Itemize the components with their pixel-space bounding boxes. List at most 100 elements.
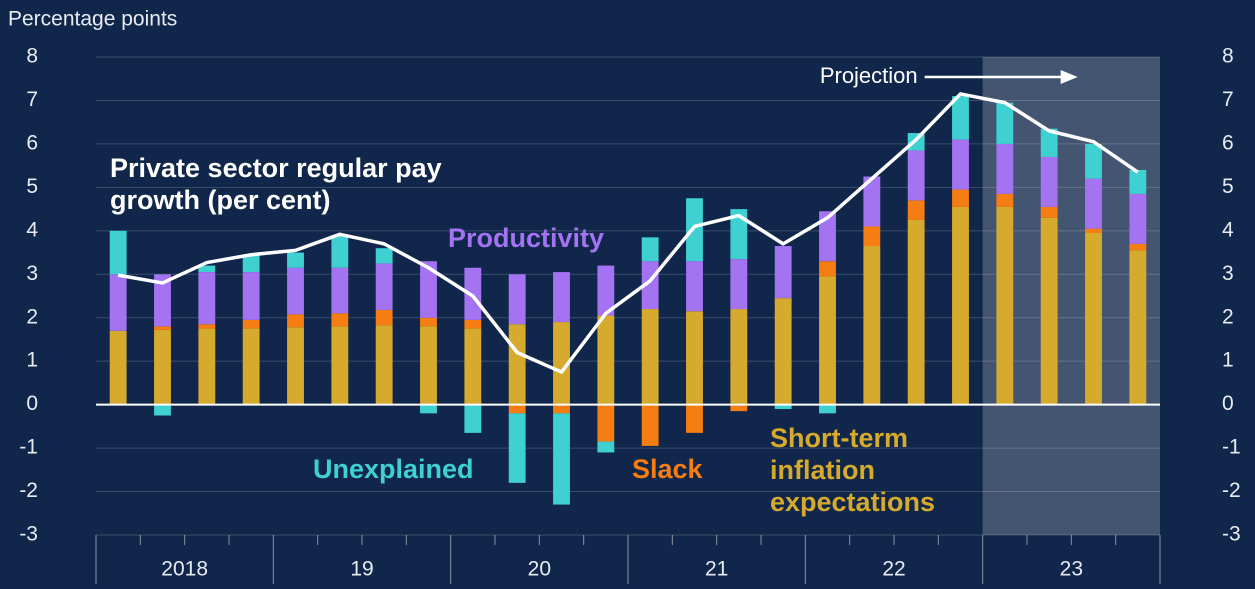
x-tick-label: 2018: [161, 558, 208, 581]
y-tick-label: 1: [26, 349, 38, 372]
bar-segment: [686, 404, 703, 433]
bar-segment: [508, 274, 526, 325]
bar-segment: [287, 314, 304, 328]
bar-segment: [331, 267, 349, 314]
y2-tick-label: 2: [1222, 305, 1234, 328]
y2-tick-label: 6: [1222, 131, 1234, 154]
y2-tick-label: 7: [1222, 88, 1234, 111]
y2-tick-label: 8: [1222, 45, 1234, 68]
bar-segment: [287, 327, 304, 405]
bar-segment: [730, 309, 748, 405]
bar-segment: [1129, 169, 1147, 194]
bar-segment: [996, 102, 1014, 144]
bar-segment: [907, 200, 925, 220]
bar-segment: [553, 413, 570, 505]
bar-segment: [597, 265, 615, 316]
bar-segment: [420, 261, 437, 318]
bar-segment: [109, 330, 127, 405]
bar-segment: [1040, 217, 1058, 405]
bar-segment: [597, 404, 615, 442]
y2-tick-label: 1: [1222, 349, 1234, 372]
bar-segment: [420, 317, 437, 327]
y-tick-label: 6: [26, 131, 38, 154]
x-tick-label: 19: [350, 558, 373, 581]
bar-segment: [375, 309, 393, 326]
bar-segment: [109, 274, 127, 331]
bar-segment: [1085, 232, 1102, 405]
y-tick-label: -3: [19, 523, 38, 546]
y2-tick-label: -1: [1222, 436, 1241, 459]
y-tick-label: 5: [26, 175, 38, 198]
bar-segment: [508, 324, 526, 405]
bar-segment: [774, 246, 792, 299]
bar-segment: [1040, 128, 1058, 157]
bar-segment: [686, 198, 703, 262]
bar-segment: [331, 313, 349, 327]
bar-segment: [952, 206, 969, 405]
bar-segment: [952, 189, 969, 207]
bar-segment: [242, 272, 260, 320]
bar-segment: [907, 219, 925, 405]
bar-segment: [109, 230, 127, 275]
bar-segment: [375, 248, 393, 264]
bar-segment: [420, 326, 437, 405]
bar-segment: [198, 324, 216, 329]
y2-tick-label: 4: [1222, 218, 1234, 241]
bar-segment: [375, 263, 393, 310]
y-tick-label: 4: [26, 218, 38, 241]
bar-segment: [863, 246, 881, 405]
bar-segment: [907, 150, 925, 201]
x-tick-label: 23: [1060, 558, 1083, 581]
bar-segment: [952, 96, 969, 140]
y-tick-label: -1: [19, 436, 38, 459]
bar-segment: [1129, 243, 1147, 251]
y-tick-label: 8: [26, 45, 38, 68]
bar-segment: [641, 309, 659, 405]
bar-segment: [686, 261, 703, 312]
y-axis-label: Percentage points: [8, 8, 177, 31]
y-tick-label: -2: [19, 479, 38, 502]
unexplained-annotation: Unexplained: [313, 454, 474, 484]
x-tick-label: 22: [882, 558, 905, 581]
bar-segment: [730, 404, 748, 412]
bar-segment: [996, 193, 1014, 207]
bar-segment: [420, 404, 437, 414]
bar-segment: [1040, 156, 1058, 207]
y2-tick-label: 5: [1222, 175, 1234, 198]
y-tick-label: 3: [26, 262, 38, 285]
bar-segment: [1129, 250, 1147, 405]
inflation-annotation: Short-term inflation expectations: [770, 423, 936, 517]
line-annotation: Private sector regular pay growth (per c…: [110, 153, 442, 215]
bar-segment: [198, 328, 216, 405]
bar-segment: [819, 404, 836, 414]
y2-tick-label: 0: [1222, 392, 1234, 415]
y-tick-label: 2: [26, 305, 38, 328]
bar-segment: [464, 267, 482, 320]
y2-tick-label: -2: [1222, 479, 1241, 502]
bar-segment: [1040, 206, 1058, 218]
bar-segment: [819, 276, 836, 405]
slack-annotation: Slack: [632, 454, 703, 484]
bar-segment: [553, 272, 570, 323]
productivity-annotation: Productivity: [448, 223, 605, 253]
bar-segment: [154, 274, 171, 327]
bar-segment: [996, 206, 1014, 405]
bar-segment: [641, 404, 659, 446]
bar-segment: [774, 404, 792, 409]
y-tick-label: 7: [26, 88, 38, 111]
bar-segment: [597, 315, 615, 405]
bar-segment: [198, 272, 216, 325]
pay-growth-line: [117, 92, 1139, 374]
y2-tick-label: 3: [1222, 262, 1234, 285]
bar-segment: [553, 404, 570, 414]
bar-segment: [952, 139, 969, 190]
bar-segment: [774, 298, 792, 405]
bar-segment: [863, 176, 881, 227]
bar-segment: [730, 259, 748, 310]
bar-segment: [553, 322, 570, 405]
bar-segment: [1129, 193, 1147, 244]
bar-segment: [464, 404, 482, 433]
bar-segment: [730, 209, 748, 260]
bar-segment: [641, 237, 659, 262]
